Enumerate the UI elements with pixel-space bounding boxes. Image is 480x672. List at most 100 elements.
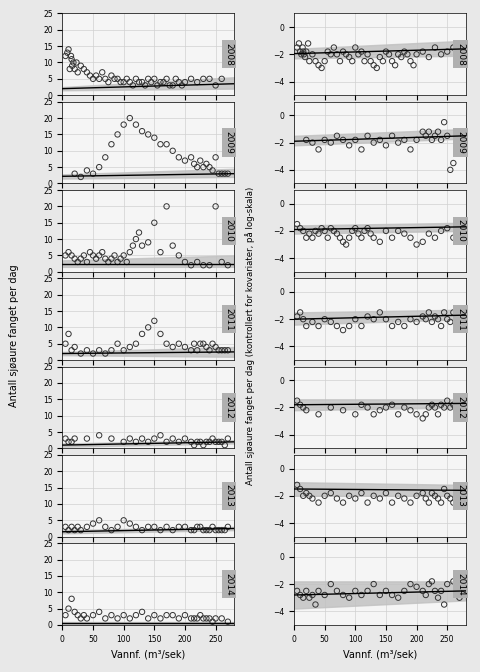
Point bbox=[296, 484, 304, 495]
Point bbox=[358, 488, 365, 499]
Point bbox=[376, 493, 384, 504]
Point bbox=[382, 488, 390, 499]
Point bbox=[391, 60, 399, 71]
Point bbox=[135, 227, 143, 238]
Point bbox=[68, 60, 76, 71]
Point bbox=[141, 80, 149, 91]
Point bbox=[364, 130, 372, 141]
Point bbox=[175, 250, 183, 261]
Point bbox=[68, 345, 75, 355]
Point bbox=[224, 616, 232, 627]
Point bbox=[444, 46, 451, 57]
Point bbox=[434, 126, 442, 137]
Point bbox=[449, 158, 457, 169]
Point bbox=[456, 395, 463, 406]
Point bbox=[61, 610, 69, 620]
Point bbox=[321, 314, 328, 325]
Point bbox=[190, 338, 198, 349]
Point bbox=[190, 439, 198, 450]
Point bbox=[434, 592, 442, 603]
Point bbox=[203, 613, 210, 624]
Point bbox=[175, 521, 183, 532]
Point bbox=[434, 314, 442, 325]
Point bbox=[419, 311, 427, 322]
Point bbox=[407, 314, 414, 325]
Point bbox=[330, 42, 338, 53]
Text: 2010: 2010 bbox=[224, 220, 233, 243]
Point bbox=[376, 237, 384, 247]
Point bbox=[339, 237, 347, 247]
Point bbox=[175, 77, 183, 87]
Point bbox=[444, 223, 451, 234]
Point bbox=[407, 233, 414, 243]
Point bbox=[345, 140, 353, 151]
Point bbox=[181, 610, 189, 620]
Point bbox=[96, 430, 103, 441]
Text: 2012: 2012 bbox=[456, 396, 465, 419]
Point bbox=[449, 233, 457, 243]
Point bbox=[169, 80, 177, 91]
Point bbox=[305, 491, 313, 501]
Text: 2009: 2009 bbox=[456, 131, 465, 154]
Point bbox=[456, 218, 463, 229]
Point bbox=[437, 49, 445, 60]
Point bbox=[333, 585, 341, 596]
Point bbox=[70, 57, 77, 68]
Point bbox=[333, 228, 341, 239]
Point bbox=[172, 73, 180, 84]
Point bbox=[376, 405, 384, 415]
Point bbox=[302, 488, 310, 499]
Point bbox=[333, 493, 341, 504]
Point bbox=[440, 117, 448, 128]
Point bbox=[300, 314, 307, 325]
Point bbox=[160, 77, 168, 87]
Point bbox=[428, 134, 436, 145]
Point bbox=[449, 42, 457, 53]
Point bbox=[382, 46, 390, 57]
Point bbox=[215, 436, 223, 447]
Point bbox=[120, 436, 128, 447]
Point bbox=[321, 491, 328, 501]
Point bbox=[181, 341, 189, 352]
Point bbox=[437, 226, 445, 237]
Point bbox=[126, 77, 133, 87]
Point bbox=[144, 436, 152, 447]
Point bbox=[77, 60, 84, 71]
Point bbox=[355, 49, 362, 60]
Point bbox=[309, 137, 316, 148]
Point bbox=[65, 603, 72, 614]
Point bbox=[367, 228, 374, 239]
Point bbox=[114, 129, 121, 140]
Point bbox=[83, 345, 91, 355]
Point bbox=[203, 159, 210, 169]
Point bbox=[77, 253, 84, 264]
Point bbox=[428, 399, 436, 410]
Point bbox=[302, 405, 310, 415]
Point bbox=[66, 64, 73, 75]
Point bbox=[296, 223, 304, 234]
Point bbox=[129, 241, 137, 251]
Point bbox=[333, 321, 341, 331]
Point bbox=[68, 521, 75, 532]
Point bbox=[89, 168, 97, 179]
Point bbox=[299, 42, 306, 53]
Point bbox=[196, 155, 204, 166]
Point bbox=[382, 585, 390, 596]
Point bbox=[407, 579, 414, 589]
Point bbox=[200, 439, 207, 450]
Point bbox=[300, 49, 308, 60]
Point bbox=[453, 314, 460, 325]
Point bbox=[296, 399, 304, 410]
Point bbox=[224, 433, 232, 444]
Point bbox=[339, 405, 347, 415]
Point bbox=[209, 338, 216, 349]
Point bbox=[80, 250, 88, 261]
Point bbox=[218, 436, 226, 447]
Point bbox=[309, 233, 316, 243]
Point bbox=[126, 341, 133, 352]
Point bbox=[400, 321, 408, 331]
Text: Antall sjøaure fanget per dag: Antall sjøaure fanget per dag bbox=[10, 265, 19, 407]
Point bbox=[86, 247, 94, 257]
Point bbox=[196, 338, 204, 349]
Point bbox=[351, 134, 359, 145]
